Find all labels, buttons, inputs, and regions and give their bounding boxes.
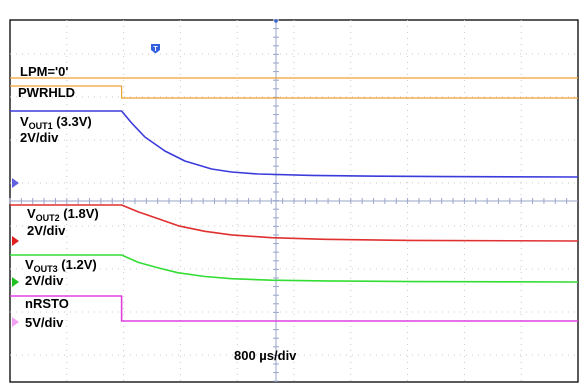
vout3-marker [12, 277, 19, 287]
nrsto-trace [10, 295, 578, 322]
vout1-scale: 2V/div [20, 130, 59, 145]
vout1-trace [10, 110, 579, 178]
nrsto-label: nRSTO [25, 296, 69, 311]
trigger-marker: T [151, 44, 160, 54]
vout2-trace [10, 204, 579, 242]
vout2-label: VOUT2 (1.8V) [27, 206, 99, 223]
vout3-label: VOUT3 (1.2V) [25, 257, 97, 274]
vout2-scale: 2V/div [27, 223, 66, 238]
traces [10, 77, 579, 322]
vout2-marker [12, 236, 19, 246]
vout1-marker [12, 178, 19, 188]
pwrhld-label: PWRHLD [18, 85, 75, 100]
channel-labels: LPM='0' PWRHLD VOUT1 (3.3V) 2V/div VOUT2… [18, 64, 297, 363]
grid-top-marker [274, 19, 278, 23]
trigger-icon [151, 44, 160, 54]
vout3-trace [10, 254, 579, 283]
nrsto-scale: 5V/div [25, 315, 64, 330]
pwrhld-trace [10, 85, 578, 99]
nrsto-marker [12, 317, 19, 327]
lpm-label: LPM='0' [20, 64, 68, 79]
trigger-marker-label: T [153, 46, 158, 53]
vout3-scale: 2V/div [25, 273, 64, 288]
channel-markers [12, 178, 19, 327]
time-scale-label: 800 µs/div [234, 348, 297, 363]
vout1-label: VOUT1 (3.3V) [20, 114, 92, 131]
